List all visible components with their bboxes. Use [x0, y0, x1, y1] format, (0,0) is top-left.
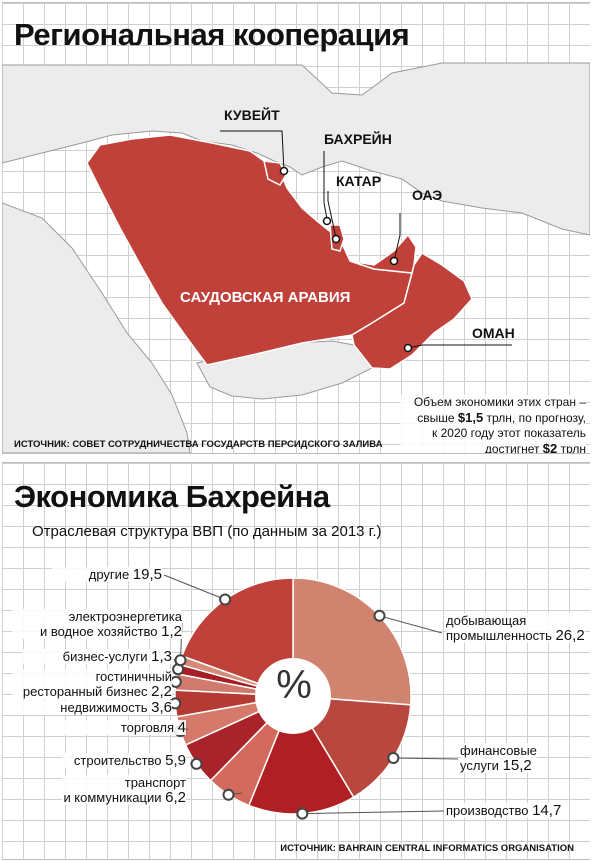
economy-volume-note: Объем экономики этих стран – свыше $1,5 …: [400, 395, 586, 454]
note-line-2b: трлн, по прогнозу,: [483, 411, 586, 425]
percent-symbol: %: [276, 663, 312, 707]
note-value-2: $2: [542, 441, 558, 454]
bahrain-label: БАХРЕЙН: [324, 131, 392, 147]
label-mining-value: 26,2: [555, 627, 585, 644]
label-transport: транспорт и коммуникации 6,2: [62, 775, 186, 805]
map-panel: Региональная кооперация КУВЕЙТ БАХРЕЙН К…: [2, 2, 590, 454]
kuwait-label: КУВЕЙТ: [224, 107, 280, 123]
label-manufacturing-l1: производство: [446, 803, 529, 818]
pie-leader-other: [163, 574, 226, 600]
label-mining-l1: добывающая: [446, 613, 527, 628]
label-trade-value: 4: [177, 719, 186, 736]
note-line-4b: трлн: [557, 442, 586, 454]
pie-marker-other: [219, 593, 232, 606]
label-finance-value: 15,2: [502, 757, 532, 774]
label-mining-l2: промышленность: [446, 628, 552, 643]
label-business-value: 1,3: [151, 648, 172, 665]
label-manufacturing-value: 14,7: [532, 802, 562, 819]
label-finance-l1: финансовые: [460, 743, 537, 758]
label-construction-l1: строительство: [73, 753, 162, 768]
pie-marker-hotel: [169, 675, 182, 688]
label-transport-value: 6,2: [165, 789, 186, 806]
label-trade: торговля 4: [62, 720, 186, 735]
label-hotel: гостиничный ресторанный бизнес 2,2: [12, 669, 172, 699]
label-hotel-l2: ресторанный бизнес: [22, 684, 148, 699]
pie-hole: [255, 658, 331, 734]
economy-title: Экономика Бахрейна: [14, 479, 330, 514]
label-realestate: недвижимость 3,6: [22, 700, 172, 715]
pie-chart-svg: [163, 574, 459, 820]
pie-marker-electricity: [174, 654, 187, 667]
label-mining: добывающая промышленность 26,2: [446, 613, 585, 643]
note-line-3: к 2020 году этот показатель: [432, 426, 586, 440]
label-other-l1: другие: [88, 567, 130, 582]
label-finance: финансовые услуги 15,2: [460, 743, 537, 773]
economy-panel: Экономика Бахрейна Отраслевая структура …: [2, 462, 590, 860]
pie-marker-construction: [190, 757, 203, 770]
label-realestate-value: 3,6: [151, 699, 172, 716]
map-svg: [2, 62, 590, 453]
label-manufacturing: производство 14,7: [446, 802, 562, 819]
pie-leader-mining: [379, 615, 443, 634]
oman-shape: [351, 251, 473, 370]
label-finance-l2: услуги: [460, 758, 499, 773]
note-line-4a: достигнет: [484, 442, 543, 454]
pie-leader-manufacturing: [302, 810, 445, 815]
note-value-1: $1,5: [457, 410, 484, 425]
label-business-l1: бизнес-услуги: [62, 649, 148, 664]
pie-slices: [174, 577, 412, 815]
kuwait-shape: [263, 160, 287, 186]
label-other: другие 19,5: [52, 567, 162, 582]
map-markers: [279, 166, 413, 353]
label-other-value: 19,5: [132, 566, 162, 583]
land-north: [2, 62, 590, 236]
map-leaders: [220, 130, 512, 349]
pie-marker-manufacturing: [296, 807, 309, 820]
economy-subtitle: Отраслевая структура ВВП (по данным за 2…: [32, 523, 382, 540]
map-source: Источник: Совет сотрудничества государст…: [14, 439, 383, 450]
uae-shape: [349, 233, 417, 274]
pie-marker-mining: [373, 609, 386, 622]
pie-marker-finance: [387, 752, 400, 764]
land-africa: [2, 202, 191, 453]
label-realestate-l1: недвижимость: [60, 700, 148, 715]
label-trade-l1: торговля: [120, 720, 175, 735]
pie-marker-transport: [222, 788, 235, 801]
label-electricity-value: 1,2: [161, 623, 182, 640]
saudi-arabia-label: САУДОВСКАЯ АРАВИЯ: [180, 289, 351, 306]
label-electricity-l2: и водное хозяйство: [39, 624, 158, 639]
label-transport-l1: транспорт: [124, 775, 186, 790]
uae-label: ОАЭ: [412, 187, 443, 203]
label-hotel-value: 2,2: [151, 683, 172, 700]
label-electricity-l1: электроэнергетика: [68, 609, 182, 624]
economy-source: Источник: Bahrain Central Informatics Or…: [280, 843, 574, 854]
label-business: бизнес-услуги 1,3: [22, 649, 172, 664]
map-title: Региональная кооперация: [14, 17, 410, 52]
label-construction: строительство 5,9: [62, 753, 186, 768]
qatar-label: КАТАР: [336, 173, 382, 189]
label-transport-l2: и коммуникации: [63, 790, 162, 805]
label-construction-value: 5,9: [165, 752, 186, 769]
label-electricity: электроэнергетика и водное хозяйство 1,2: [12, 609, 182, 639]
oman-label: ОМАН: [472, 325, 515, 341]
label-hotel-l1: гостиничный: [95, 669, 172, 684]
pie-leader-finance: [393, 757, 459, 760]
note-line-2a: свыше: [417, 411, 458, 425]
note-line-1: Объем экономики этих стран –: [413, 395, 586, 409]
